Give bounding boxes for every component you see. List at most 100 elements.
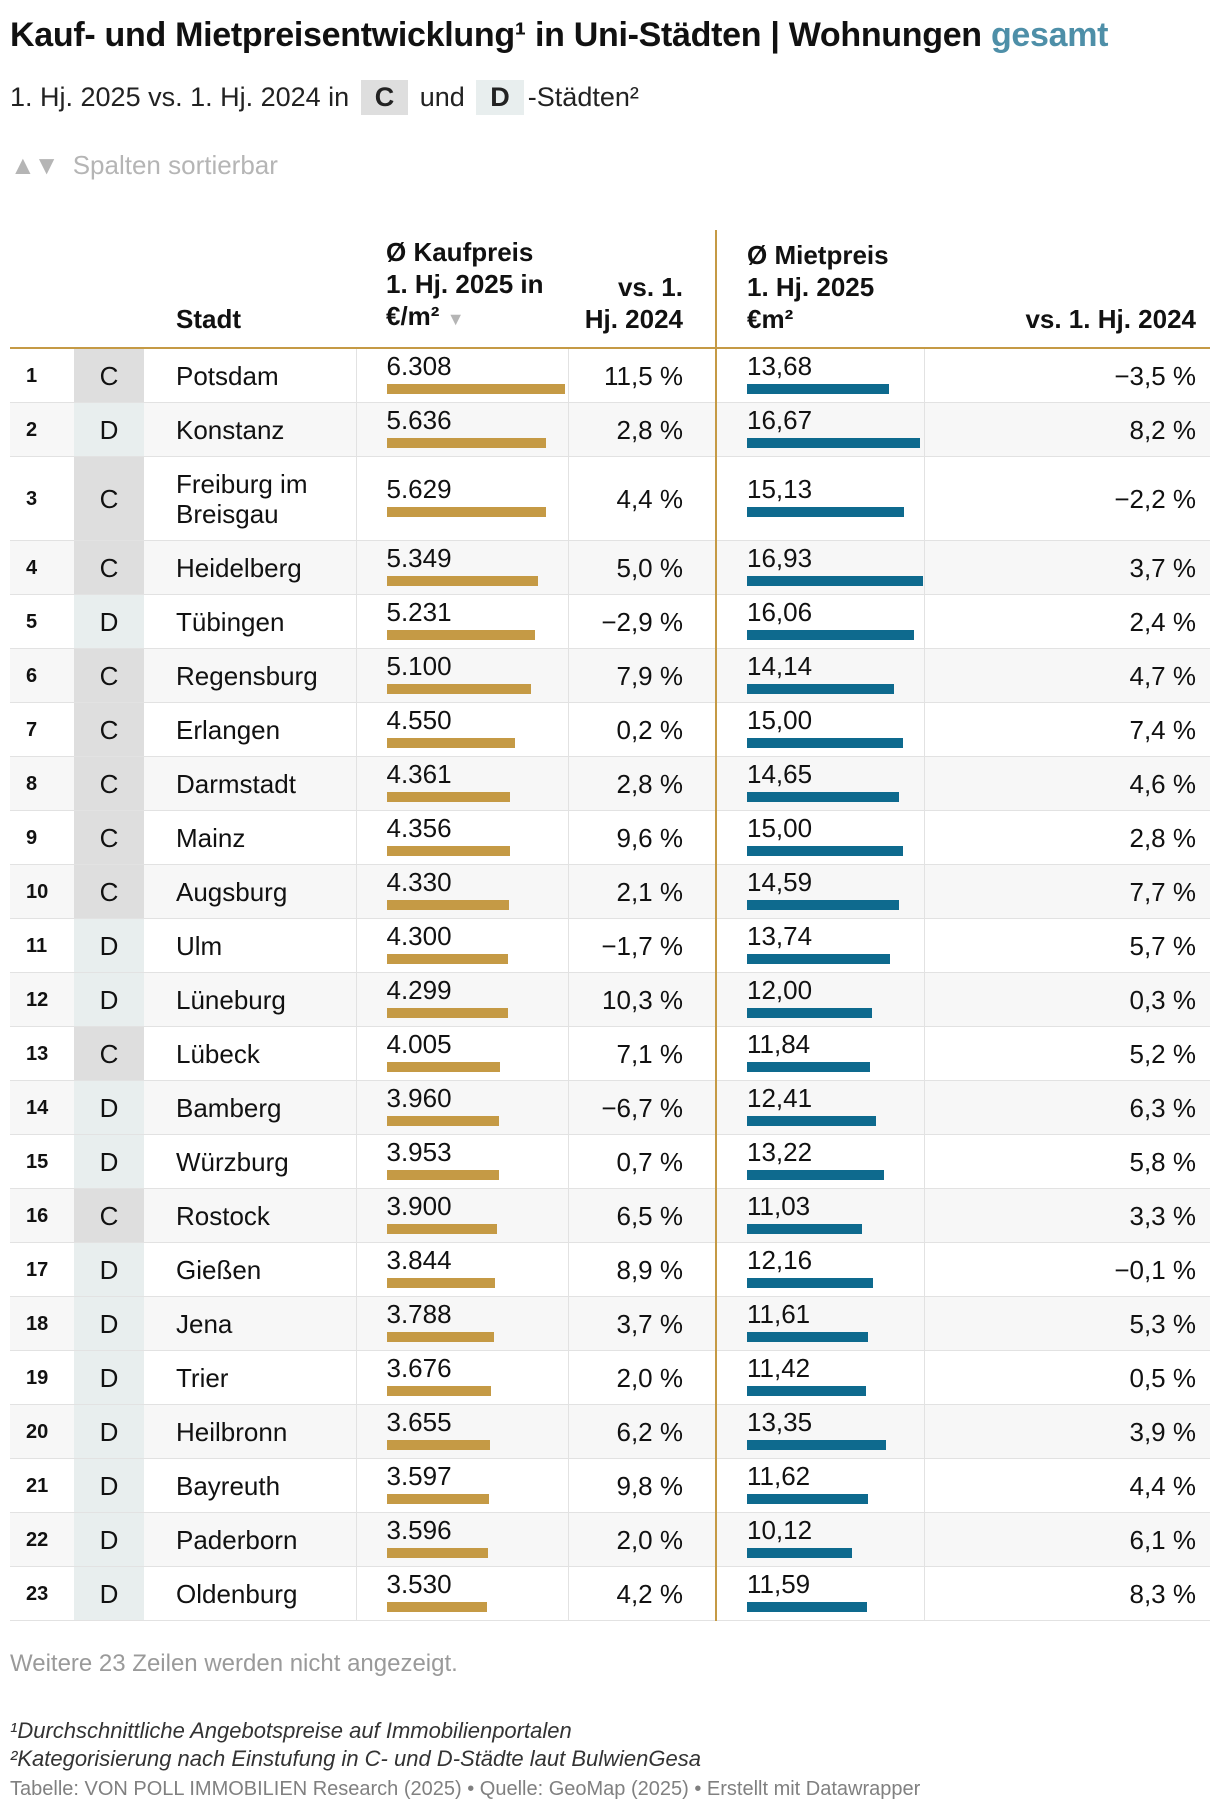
kauf-change-cell: 7,1 % — [567, 1026, 716, 1081]
table-row: 19 D Trier 3.676 2,0 % 11,42 0,5 % — [10, 1350, 1210, 1405]
mietpreis-bar — [747, 1493, 868, 1504]
mietpreis-label: 14,14 — [747, 650, 813, 681]
kauf-change-cell: 6,2 % — [567, 1404, 716, 1459]
rank-cell: 9 — [10, 810, 74, 865]
kaufpreis-cell: 3.597 — [355, 1458, 568, 1513]
mietpreis-bar — [747, 683, 894, 694]
table-row: 18 D Jena 3.788 3,7 % 11,61 5,3 % — [10, 1296, 1210, 1351]
mietpreis-cell: 14,59 — [715, 864, 924, 919]
header-kaufpreis[interactable]: Ø Kaufpreis 1. Hj. 2025 in €/m² ▼ — [356, 230, 568, 349]
sort-hint-label: Spalten sortierbar — [72, 150, 278, 180]
rank-cell: 5 — [10, 594, 74, 649]
kaufpreis-cell: 4.005 — [355, 1026, 568, 1081]
table-row: 16 C Rostock 3.900 6,5 % 11,03 3,3 % — [10, 1188, 1210, 1243]
mietpreis-bar — [747, 899, 899, 910]
tag-d: D — [476, 80, 524, 115]
header-vs-miete[interactable]: vs. 1. Hj. 2024 — [924, 230, 1210, 349]
city-cell: Bayreuth — [144, 1458, 356, 1513]
city-cell: Oldenburg — [144, 1566, 356, 1621]
mietpreis-bar — [747, 1547, 852, 1558]
kauf-change-cell: 2,8 % — [567, 756, 716, 811]
kaufpreis-cell: 3.655 — [355, 1404, 568, 1459]
mietpreis-bar — [747, 737, 903, 748]
header-stadt[interactable]: Stadt — [144, 230, 356, 349]
miete-change-cell: 5,2 % — [923, 1026, 1210, 1081]
city-cell: Regensburg — [144, 648, 356, 703]
header-mietpreis[interactable]: Ø Mietpreis 1. Hj. 2025 €m² — [715, 230, 924, 349]
mietpreis-bar — [747, 845, 903, 856]
kaufpreis-bar — [386, 383, 565, 394]
miete-change-cell: 4,7 % — [923, 648, 1210, 703]
mietpreis-label: 13,74 — [747, 920, 813, 951]
mietpreis-label: 12,16 — [747, 1244, 813, 1275]
header-stadt-label: Stadt — [176, 304, 241, 334]
miete-change-cell: 0,3 % — [923, 972, 1210, 1027]
city-cell: Darmstadt — [144, 756, 356, 811]
kaufpreis-cell: 5.100 — [355, 648, 568, 703]
rank-cell: 7 — [10, 702, 74, 757]
kaufpreis-label: 4.361 — [386, 758, 452, 789]
mietpreis-bar — [747, 1115, 876, 1126]
kaufpreis-label: 4.300 — [386, 920, 452, 951]
table-row: 8 C Darmstadt 4.361 2,8 % 14,65 4,6 % — [10, 756, 1210, 811]
mietpreis-label: 11,84 — [747, 1028, 811, 1059]
kaufpreis-cell: 3.676 — [355, 1350, 568, 1405]
city-cell: Potsdam — [144, 348, 356, 403]
kaufpreis-label: 5.636 — [386, 404, 452, 435]
title-main: Kauf- und Mietpreisentwicklung¹ in Uni-S… — [10, 16, 982, 54]
category-cell: D — [74, 1566, 144, 1621]
footnote-1: ¹Durchschnittliche Angebotspreise auf Im… — [10, 1718, 572, 1743]
kaufpreis-bar — [386, 1061, 500, 1072]
city-cell: Bamberg — [144, 1080, 356, 1135]
kaufpreis-bar — [386, 1223, 497, 1234]
kaufpreis-bar — [386, 506, 546, 517]
category-cell: C — [74, 456, 144, 541]
table-row: 4 C Heidelberg 5.349 5,0 % 16,93 3,7 % — [10, 540, 1210, 595]
mietpreis-bar — [747, 1223, 862, 1234]
mietpreis-cell: 11,03 — [715, 1188, 924, 1243]
table-row: 2 D Konstanz 5.636 2,8 % 16,67 8,2 % — [10, 402, 1210, 457]
rank-cell: 17 — [10, 1242, 74, 1297]
header-row: Stadt Ø Kaufpreis 1. Hj. 2025 in €/m² ▼ … — [10, 230, 1210, 349]
kaufpreis-label: 3.900 — [386, 1190, 452, 1221]
kaufpreis-cell: 5.231 — [355, 594, 568, 649]
table-row: 22 D Paderborn 3.596 2,0 % 10,12 6,1 % — [10, 1512, 1210, 1567]
mietpreis-bar — [747, 791, 899, 802]
kaufpreis-bar — [386, 953, 508, 964]
kaufpreis-cell: 3.953 — [355, 1134, 568, 1189]
table-body: 1 C Potsdam 6.308 11,5 % 13,68 −3,5 % 2 D Konstan… — [10, 348, 1210, 1621]
miete-change-cell: 8,3 % — [923, 1566, 1210, 1621]
kaufpreis-label: 4.330 — [386, 866, 452, 897]
kaufpreis-cell: 4.330 — [355, 864, 568, 919]
mietpreis-cell: 13,74 — [715, 918, 924, 973]
category-cell: C — [74, 1026, 144, 1081]
city-cell: Trier — [144, 1350, 356, 1405]
mietpreis-cell: 13,35 — [715, 1404, 924, 1459]
miete-change-cell: 3,3 % — [923, 1188, 1210, 1243]
kaufpreis-label: 3.844 — [386, 1244, 452, 1275]
city-cell: Lüneburg — [144, 972, 356, 1027]
city-cell: Paderborn — [144, 1512, 356, 1567]
kaufpreis-cell: 3.960 — [355, 1080, 568, 1135]
header-vs-kauf[interactable]: vs. 1. Hj. 2024 — [568, 230, 716, 349]
rank-cell: 1 — [10, 348, 74, 403]
kaufpreis-label: 3.596 — [386, 1514, 452, 1545]
kauf-change-cell: 0,7 % — [567, 1134, 716, 1189]
table-row: 20 D Heilbronn 3.655 6,2 % 13,35 3,9 % — [10, 1404, 1210, 1459]
kaufpreis-label: 3.597 — [386, 1460, 452, 1491]
mietpreis-bar — [747, 1061, 870, 1072]
rank-cell: 14 — [10, 1080, 74, 1135]
kaufpreis-bar — [386, 629, 535, 640]
kauf-change-cell: 3,7 % — [567, 1296, 716, 1351]
kaufpreis-label: 3.788 — [386, 1298, 452, 1329]
mietpreis-bar — [747, 1385, 866, 1396]
mietpreis-bar — [747, 437, 920, 448]
mietpreis-cell: 16,93 — [715, 540, 924, 595]
city-cell: Jena — [144, 1296, 356, 1351]
sort-triangles-icon: ▲▼ — [10, 150, 59, 180]
kaufpreis-bar — [386, 899, 509, 910]
mietpreis-label: 12,41 — [747, 1082, 813, 1113]
data-table: Stadt Ø Kaufpreis 1. Hj. 2025 in €/m² ▼ … — [10, 230, 1210, 1621]
mietpreis-label: 16,06 — [747, 596, 813, 627]
